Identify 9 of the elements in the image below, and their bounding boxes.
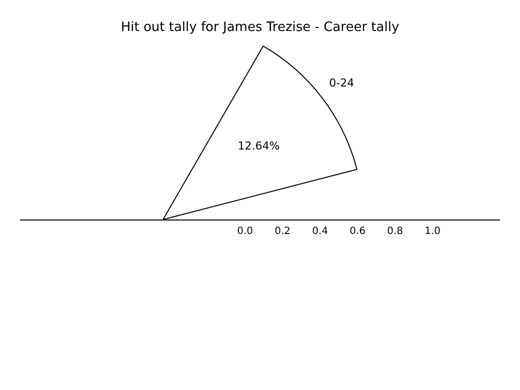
text: 0.4 <box>312 226 328 238</box>
text: 0.2 <box>274 226 291 238</box>
data-label: 12.64% <box>238 140 280 153</box>
text: 0.6 <box>350 226 366 238</box>
slice-label: 0-24 <box>329 76 354 90</box>
text: 0.8 <box>387 226 404 238</box>
text: 1.0 <box>424 226 441 238</box>
text: 0.0 <box>237 226 254 238</box>
chart-title: Hit out tally for James Trezise - Career tally <box>120 20 400 36</box>
